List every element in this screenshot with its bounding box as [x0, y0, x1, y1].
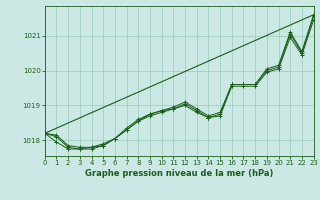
X-axis label: Graphe pression niveau de la mer (hPa): Graphe pression niveau de la mer (hPa)	[85, 169, 273, 178]
